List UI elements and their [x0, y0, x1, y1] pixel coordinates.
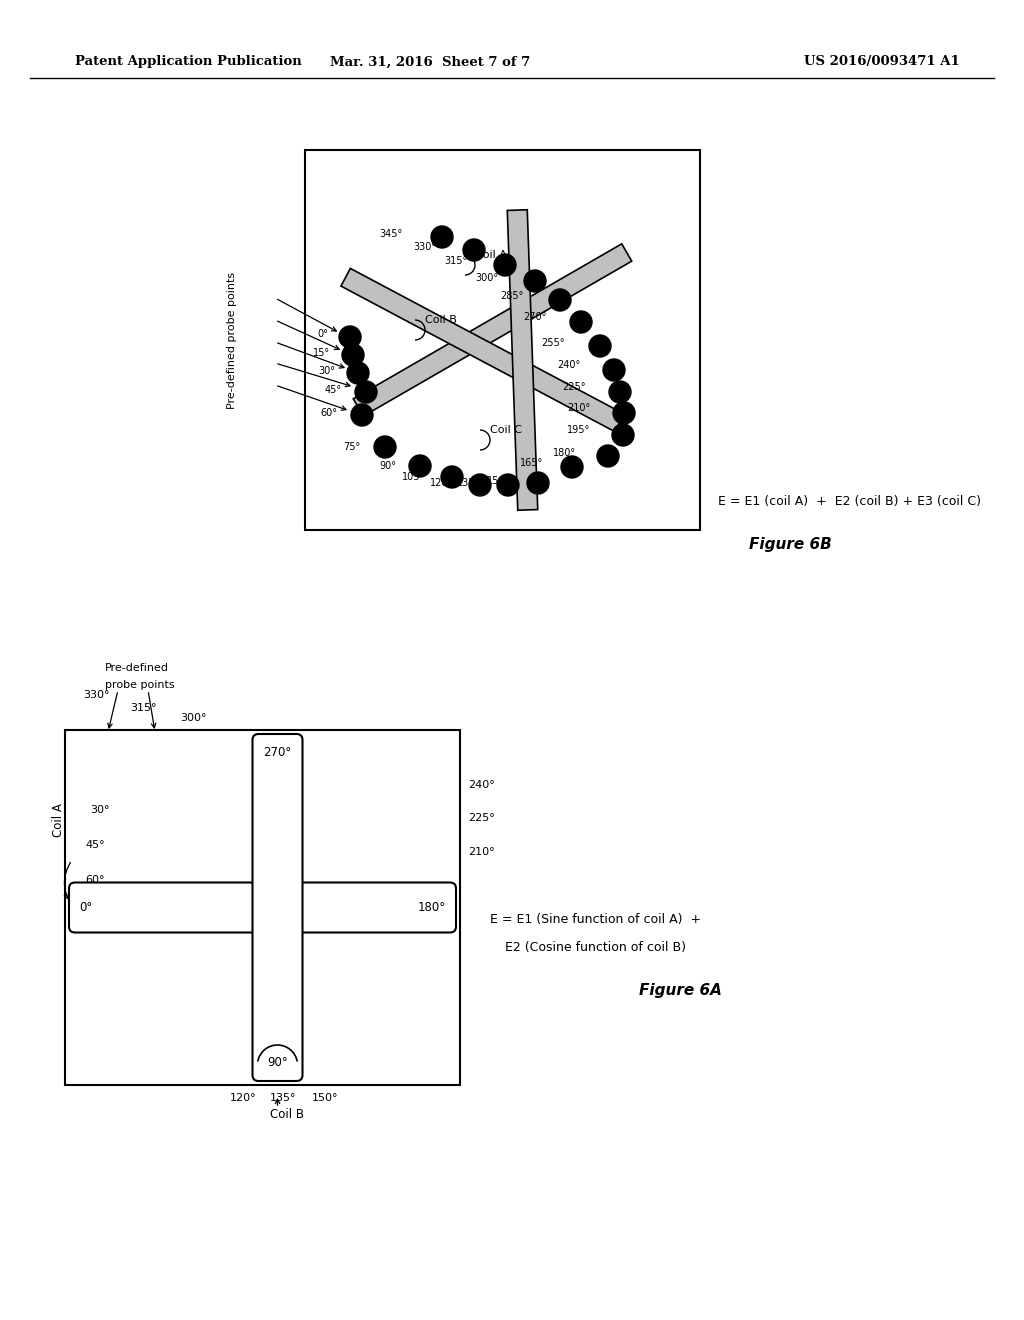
- Circle shape: [339, 326, 361, 348]
- Text: 120°: 120°: [230, 1093, 257, 1104]
- Text: 240°: 240°: [468, 780, 495, 789]
- Text: Coil B: Coil B: [425, 315, 457, 325]
- Text: 0°: 0°: [317, 329, 328, 339]
- Text: E = E1 (coil A)  +  E2 (coil B) + E3 (coil C): E = E1 (coil A) + E2 (coil B) + E3 (coil…: [718, 495, 981, 508]
- Text: probe points: probe points: [105, 680, 175, 690]
- Text: 315°: 315°: [130, 704, 157, 713]
- Circle shape: [431, 226, 453, 248]
- Polygon shape: [507, 210, 538, 511]
- Text: Figure 6B: Figure 6B: [749, 537, 831, 553]
- Text: 90°: 90°: [379, 461, 396, 471]
- Circle shape: [613, 403, 635, 424]
- Text: Coil C: Coil C: [490, 425, 522, 436]
- Circle shape: [527, 473, 549, 494]
- Text: 270°: 270°: [523, 312, 547, 322]
- Polygon shape: [341, 268, 624, 432]
- Circle shape: [589, 335, 611, 356]
- Text: E2 (Cosine function of coil B): E2 (Cosine function of coil B): [505, 941, 686, 954]
- Text: 15°: 15°: [313, 348, 330, 358]
- FancyBboxPatch shape: [69, 883, 456, 932]
- FancyBboxPatch shape: [253, 734, 302, 1081]
- Circle shape: [469, 474, 490, 496]
- Circle shape: [597, 445, 618, 467]
- Text: E = E1 (Sine function of coil A)  +: E = E1 (Sine function of coil A) +: [490, 913, 701, 927]
- Text: Pre-defined probe points: Pre-defined probe points: [227, 272, 237, 409]
- Circle shape: [561, 455, 583, 478]
- Circle shape: [355, 381, 377, 403]
- Text: 45°: 45°: [85, 840, 104, 850]
- Text: 180°: 180°: [553, 447, 575, 458]
- Circle shape: [347, 362, 369, 384]
- Text: 150°: 150°: [312, 1093, 339, 1104]
- Text: 345°: 345°: [380, 228, 403, 239]
- Circle shape: [351, 404, 373, 426]
- Text: Coil A: Coil A: [51, 803, 65, 837]
- Circle shape: [524, 271, 546, 292]
- Circle shape: [494, 253, 516, 276]
- Text: Mar. 31, 2016  Sheet 7 of 7: Mar. 31, 2016 Sheet 7 of 7: [330, 55, 530, 69]
- Bar: [65, 730, 460, 1085]
- Text: 255°: 255°: [542, 338, 565, 348]
- Text: 195°: 195°: [566, 425, 590, 436]
- Polygon shape: [353, 244, 632, 416]
- Text: Figure 6A: Figure 6A: [639, 982, 722, 998]
- Circle shape: [609, 381, 631, 403]
- Text: 60°: 60°: [85, 875, 104, 884]
- Circle shape: [603, 359, 625, 381]
- Text: 30°: 30°: [90, 805, 110, 814]
- Text: Coil B: Coil B: [270, 1107, 304, 1121]
- Text: 270°: 270°: [263, 746, 292, 759]
- Text: 105°: 105°: [401, 473, 425, 482]
- Text: 300°: 300°: [475, 273, 498, 282]
- Text: 120°: 120°: [430, 478, 453, 488]
- Text: 30°: 30°: [318, 366, 335, 376]
- Text: 240°: 240°: [557, 360, 580, 370]
- Text: 135°: 135°: [270, 1093, 297, 1104]
- Text: 150°: 150°: [486, 477, 510, 486]
- Bar: [305, 150, 700, 531]
- Text: 225°: 225°: [468, 813, 495, 822]
- Text: 75°: 75°: [343, 442, 360, 451]
- Circle shape: [612, 424, 634, 446]
- Text: Pre-defined: Pre-defined: [105, 663, 169, 673]
- Text: 330°: 330°: [413, 242, 436, 252]
- Circle shape: [497, 474, 519, 496]
- Text: 315°: 315°: [444, 256, 468, 267]
- Circle shape: [549, 289, 571, 312]
- Text: 0°: 0°: [79, 902, 92, 913]
- Text: 225°: 225°: [562, 381, 586, 392]
- Text: 45°: 45°: [325, 385, 342, 395]
- Text: 135°: 135°: [457, 478, 480, 488]
- Text: 210°: 210°: [566, 403, 590, 413]
- Circle shape: [374, 436, 396, 458]
- Text: 330°: 330°: [83, 690, 110, 700]
- Circle shape: [463, 239, 485, 261]
- Text: 165°: 165°: [520, 458, 543, 469]
- Circle shape: [342, 345, 364, 366]
- Text: 60°: 60°: [319, 408, 337, 418]
- Text: 285°: 285°: [501, 290, 524, 301]
- Text: 180°: 180°: [418, 902, 446, 913]
- Text: 90°: 90°: [267, 1056, 288, 1069]
- Text: US 2016/0093471 A1: US 2016/0093471 A1: [804, 55, 961, 69]
- Circle shape: [570, 312, 592, 333]
- Text: Coil A: Coil A: [475, 249, 507, 260]
- Circle shape: [409, 455, 431, 477]
- Text: 210°: 210°: [468, 847, 495, 857]
- Text: Patent Application Publication: Patent Application Publication: [75, 55, 302, 69]
- Circle shape: [441, 466, 463, 488]
- Text: 300°: 300°: [180, 713, 207, 723]
